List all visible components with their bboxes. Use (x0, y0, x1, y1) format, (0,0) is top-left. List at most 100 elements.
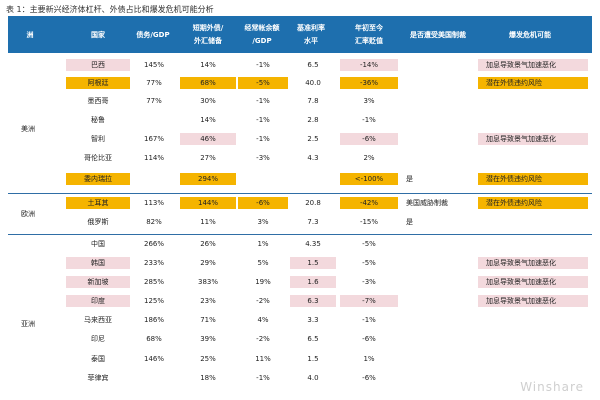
row-0-rate: 6.5 (307, 61, 319, 69)
row-8-crisis (478, 216, 588, 228)
row-2-debt: 77% (146, 97, 162, 105)
row-5-debt: 114% (143, 154, 164, 162)
row-12-sanction (400, 295, 476, 307)
row-0-fx: -14% (340, 59, 398, 71)
row-12-country: 印度 (66, 295, 130, 307)
row-15-st: 25% (200, 355, 216, 363)
row-12-ca: -2% (256, 297, 270, 305)
row-10-rate: 1.5 (290, 257, 336, 269)
row-0-ca: -1% (256, 61, 270, 69)
row-14-country: 印尼 (91, 335, 105, 343)
region-divider-europe (8, 193, 592, 194)
row-4-sanction (400, 133, 476, 145)
row-8-debt: 82% (146, 218, 162, 226)
row-1-fx: -36% (340, 77, 398, 89)
row-14-debt: 68% (146, 335, 162, 343)
row-13-debt: 186% (143, 316, 164, 324)
header-debt-gdp: 债务/GDP (136, 31, 170, 39)
row-5-crisis (478, 152, 588, 164)
row-13-sanction (400, 314, 476, 326)
row-7-fx: -42% (340, 197, 398, 209)
row-3-st: 14% (200, 116, 216, 124)
row-14-crisis (478, 333, 588, 345)
row-15-crisis (478, 353, 588, 365)
row-6-fx: <-100% (340, 173, 398, 185)
row-6-debt (130, 173, 178, 185)
row-9-crisis (478, 238, 588, 250)
row-15-ca: 11% (255, 355, 271, 363)
header-rate-2: 水平 (304, 37, 318, 45)
row-6-sanction: 是 (406, 175, 413, 183)
region-europe: 欧洲 (21, 210, 35, 218)
row-8-st: 11% (200, 218, 216, 226)
row-4-debt: 167% (143, 135, 164, 143)
row-7-crisis: 潜在外债违约风险 (478, 197, 588, 209)
row-5-country: 哥伦比亚 (84, 154, 112, 162)
row-12-debt: 125% (143, 297, 164, 305)
row-14-sanction (400, 333, 476, 345)
row-1-debt: 77% (146, 79, 162, 87)
row-14-ca: -2% (256, 335, 270, 343)
row-1-ca: -5% (238, 77, 288, 89)
region-divider-asia (8, 234, 592, 235)
row-2-fx: 3% (363, 97, 375, 105)
row-1-crisis: 潜在外债违约风险 (478, 77, 588, 89)
row-10-debt: 233% (143, 259, 164, 267)
row-5-st: 27% (200, 154, 216, 162)
row-6-rate (290, 173, 336, 185)
row-11-st: 383% (197, 278, 218, 286)
row-0-debt: 145% (143, 61, 164, 69)
row-2-crisis (478, 95, 588, 107)
row-7-sanction: 美国威胁制裁 (406, 199, 448, 207)
row-0-country: 巴西 (66, 59, 130, 71)
row-16-st: 18% (200, 374, 216, 382)
row-16-fx: -6% (362, 374, 376, 382)
row-7-ca: -6% (238, 197, 288, 209)
row-9-debt: 266% (143, 240, 164, 248)
row-0-crisis: 加息导致景气加速恶化 (478, 59, 588, 71)
row-3-country: 秘鲁 (91, 116, 105, 124)
row-12-rate: 6.3 (290, 295, 336, 307)
row-3-ca: -1% (256, 116, 270, 124)
row-8-fx: -15% (359, 218, 379, 226)
header-fx-2: 汇率贬值 (355, 37, 383, 45)
header-rate-1: 基准利率 (297, 24, 325, 32)
row-4-crisis: 加息导致景气加速恶化 (478, 133, 588, 145)
row-14-fx: -6% (362, 335, 376, 343)
row-11-rate: 1.6 (290, 276, 336, 288)
row-10-st: 29% (200, 259, 216, 267)
row-12-fx: -7% (340, 295, 398, 307)
row-14-st: 39% (200, 335, 216, 343)
header-fx-1: 年初至今 (355, 24, 383, 32)
row-16-country: 菲律宾 (87, 374, 109, 382)
row-6-ca (238, 173, 288, 185)
header-continent: 洲 (26, 31, 34, 39)
row-2-rate: 7.8 (307, 97, 319, 105)
row-5-rate: 4.3 (307, 154, 319, 162)
row-3-rate: 2.8 (307, 116, 319, 124)
row-3-sanction (400, 114, 476, 126)
row-2-ca: -1% (256, 97, 270, 105)
row-9-sanction (400, 238, 476, 250)
row-8-ca: 3% (257, 218, 269, 226)
row-10-crisis: 加息导致景气加速恶化 (478, 257, 588, 269)
row-15-fx: 1% (363, 355, 375, 363)
row-1-st: 68% (180, 77, 236, 89)
watermark: Winshare (520, 380, 584, 394)
row-2-st: 30% (200, 97, 216, 105)
row-16-debt (130, 372, 178, 384)
row-10-country: 韩国 (66, 257, 130, 269)
row-11-ca: 19% (255, 278, 271, 286)
row-6-country: 委内瑞拉 (66, 173, 130, 185)
row-1-country: 阿根廷 (66, 77, 130, 89)
row-12-st: 23% (200, 297, 216, 305)
row-4-st: 46% (180, 133, 236, 145)
row-3-fx: -1% (362, 116, 376, 124)
table-header (8, 16, 592, 53)
region-asia: 亚洲 (21, 320, 35, 328)
row-4-rate: 2.5 (307, 135, 319, 143)
row-12-crisis: 加息导致景气加速恶化 (478, 295, 588, 307)
row-2-sanction (400, 95, 476, 107)
row-13-fx: -1% (362, 316, 376, 324)
header-short-debt-2: 外汇储备 (194, 37, 222, 45)
